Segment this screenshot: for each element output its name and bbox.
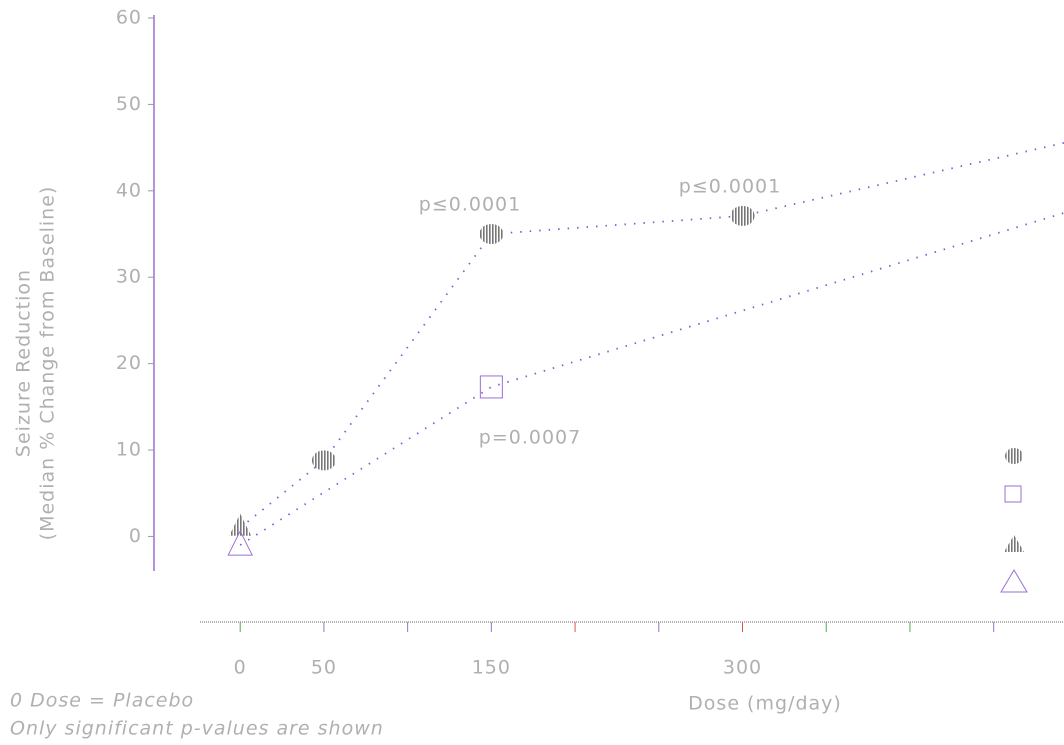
y-label: Seizure Reduction [13, 269, 35, 457]
y-tick-label: 40 [116, 179, 142, 201]
annotation: p≤0.0001 [419, 194, 521, 216]
y-tick-label: 0 [129, 525, 142, 547]
annotation: p≤0.0001 [679, 176, 781, 198]
series-line [239, 211, 1064, 546]
y-tick-label: 20 [116, 352, 142, 374]
legend-marker [1000, 569, 1028, 593]
x-label: Dose (mg/day) [688, 693, 842, 715]
x-tick-label: 300 [723, 657, 762, 679]
point [730, 205, 755, 226]
y-tick-label: 50 [116, 93, 142, 115]
series-line [239, 141, 1064, 529]
point [229, 513, 252, 536]
legend-marker [1004, 535, 1024, 552]
note: Only significant p-values are shown [10, 718, 384, 740]
y-tick-label: 60 [116, 7, 142, 29]
legend [1000, 448, 1028, 593]
point [479, 375, 503, 399]
point [227, 529, 253, 556]
plot-area [227, 141, 1064, 556]
y-tick-label: 30 [116, 266, 142, 288]
x-tick-label: 50 [311, 657, 337, 679]
y-label: (Median % Change from Baseline) [37, 186, 59, 541]
legend-marker [1004, 485, 1022, 503]
y-tick-label: 10 [116, 439, 142, 461]
point [311, 450, 336, 471]
note: 0 Dose = Placebo [10, 690, 194, 712]
legend-marker [1005, 448, 1023, 464]
x-tick-label: 150 [472, 657, 511, 679]
point [479, 224, 504, 245]
annotation: p=0.0007 [479, 427, 581, 449]
x-tick-label: 0 [234, 657, 247, 679]
